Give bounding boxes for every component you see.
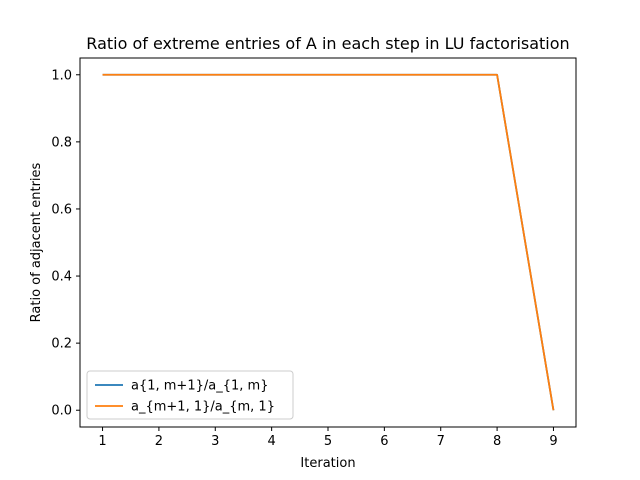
y-tick-label: 0.8 [51,135,72,150]
legend-label-2: a_{m+1, 1}/a_{m, 1} [131,400,275,415]
plot-area [80,58,576,427]
x-axis-label: Iteration [300,456,355,471]
x-tick-label: 5 [324,434,332,449]
legend: a{1, m+1}/a_{1, m} a_{m+1, 1}/a_{m, 1} [86,370,294,420]
chart-title: Ratio of extreme entries of A in each st… [86,34,569,53]
y-tick-label: 0.4 [51,270,72,285]
y-axis: 0.0 0.2 0.4 0.6 0.8 1.0 [51,68,80,419]
x-tick-label: 1 [98,434,106,449]
x-tick-label: 4 [267,434,275,449]
series-layer [102,73,555,411]
series-line-2 [102,73,555,411]
legend-label-1: a{1, m+1}/a_{1, m} [131,379,268,394]
y-tick-label: 0.0 [51,404,72,419]
x-tick-label: 3 [211,434,219,449]
y-tick-label: 1.0 [51,68,72,83]
y-tick-label: 0.2 [51,337,72,352]
y-tick-label: 0.6 [51,202,72,217]
legend-box [86,370,294,420]
x-tick-label: 8 [493,434,501,449]
x-tick-label: 7 [437,434,445,449]
x-tick-label: 2 [155,434,163,449]
x-tick-label: 9 [549,434,557,449]
x-tick-label: 6 [380,434,388,449]
y-axis-label: Ratio of adjacent entries [29,162,44,322]
x-axis: 1 2 3 4 5 6 7 8 9 [98,427,558,449]
